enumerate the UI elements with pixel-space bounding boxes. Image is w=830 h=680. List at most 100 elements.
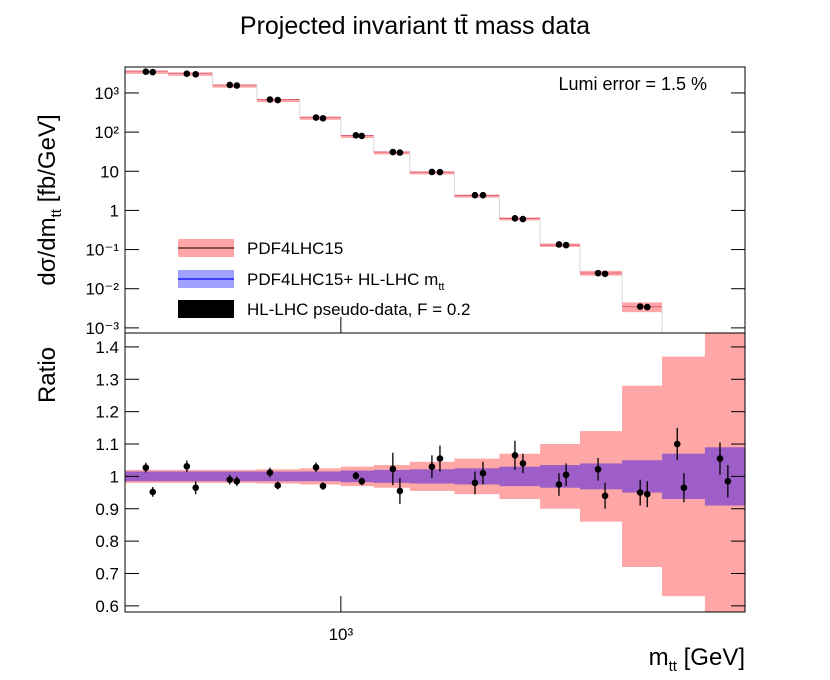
data-point — [266, 96, 274, 103]
y-axis-label-sub: tt — [48, 208, 65, 217]
ratio-point — [319, 482, 327, 490]
y-axis-label: Ratio — [34, 347, 61, 403]
ratio-point — [673, 440, 681, 448]
ratio-band — [580, 463, 623, 490]
legend-label: HL-LHC pseudo-data, F = 0.2 — [247, 300, 470, 319]
top-plot-area — [125, 68, 663, 333]
ratio-point — [636, 489, 644, 496]
y-tick-label: 1 — [110, 467, 119, 486]
ratio-point — [428, 463, 436, 470]
ratio-point — [183, 463, 191, 470]
ratio-point — [274, 482, 282, 489]
ratio-point — [358, 477, 366, 485]
data-point — [479, 191, 487, 199]
ratio-point — [680, 484, 688, 492]
x-axis-label: mtt [GeV] — [649, 644, 745, 675]
data-point — [233, 82, 241, 89]
top-frame — [124, 66, 746, 334]
data-point — [396, 149, 404, 156]
ratio-point — [389, 465, 397, 473]
x-tick-label: 10³ — [329, 625, 354, 644]
x-axis-label-sub: tt — [669, 658, 678, 675]
y-axis-label-main: dσ/dm — [34, 217, 61, 285]
data-point — [511, 214, 519, 222]
uncertainty-band — [167, 72, 213, 76]
y-tick-label: 10³ — [94, 84, 119, 103]
data-point — [471, 191, 479, 199]
ratio-point — [643, 490, 651, 498]
ratio-frame — [124, 332, 746, 613]
ratio-band — [167, 471, 214, 482]
ratio-point — [149, 488, 157, 496]
data-point — [352, 131, 360, 139]
legend-swatch — [178, 300, 234, 318]
ratio-point — [594, 465, 602, 473]
y-tick-label: 0.7 — [95, 564, 119, 583]
ratio-point — [716, 455, 724, 462]
data-point — [562, 241, 570, 249]
ratio-point — [555, 481, 563, 488]
ratio-band — [212, 471, 258, 482]
y-tick-label: 0.9 — [95, 500, 119, 519]
ratio-point — [436, 455, 444, 462]
y-tick-label: 10² — [94, 123, 119, 142]
ratio-band — [256, 471, 301, 482]
ratio-point — [479, 469, 487, 477]
y-tick-label: 0.8 — [95, 532, 119, 551]
y-tick-label: 1.3 — [95, 370, 119, 389]
ratio-band — [540, 465, 581, 488]
y-tick-label: 10 — [100, 162, 119, 181]
ratio-point — [562, 471, 570, 479]
data-point — [274, 96, 282, 104]
legend: PDF4LHC15 PDF4LHC15+ HL-LHC mtt HL-LHC pse… — [178, 239, 470, 319]
data-point — [358, 132, 366, 140]
ratio-point — [352, 472, 360, 480]
ratio-band — [622, 460, 663, 493]
data-point — [601, 270, 609, 278]
data-point — [149, 68, 157, 76]
data-point — [183, 70, 191, 78]
y-tick-label: 1.2 — [95, 403, 119, 422]
data-point — [436, 168, 444, 176]
y-tick-label: 10⁻¹ — [85, 241, 119, 260]
ratio-point — [724, 477, 732, 485]
y-axis-label: dσ/dmtt [fb/GeV] — [34, 114, 65, 285]
legend-label-sub: tt — [438, 281, 444, 293]
ratio-point — [266, 469, 274, 476]
data-point — [594, 269, 602, 277]
ratio-band — [499, 466, 541, 487]
chart-title: Projected invariant tt̄ mass data — [240, 12, 590, 40]
data-point — [226, 81, 234, 89]
legend-label-main: PDF4LHC15+ HL-LHC m — [247, 270, 438, 289]
ratio-point — [142, 464, 150, 471]
ratio-point — [396, 487, 404, 495]
ratio-point — [471, 479, 479, 487]
y-tick-label: 10⁻³ — [85, 319, 119, 338]
y-tick-label: 1.1 — [95, 435, 119, 454]
data-point — [142, 68, 150, 75]
y-axis-label-unit: [fb/GeV] — [34, 114, 61, 209]
y-tick-label: 1.4 — [95, 338, 119, 357]
data-point — [636, 303, 644, 310]
x-axis-label-main: m — [649, 644, 669, 671]
data-point — [519, 215, 527, 223]
ratio-point — [233, 477, 241, 485]
legend-label-main: PDF4LHC15 — [247, 239, 343, 258]
data-point — [312, 114, 320, 121]
y-tick-label: 1 — [110, 201, 119, 220]
data-point — [428, 168, 436, 176]
ratio-point — [511, 452, 519, 459]
ratio-point — [226, 476, 234, 483]
ratio-point — [601, 492, 609, 500]
data-point — [389, 148, 397, 156]
data-point — [555, 241, 563, 248]
ratio-point — [519, 460, 527, 467]
ratio-band — [125, 471, 169, 482]
y-tick-label: 0.6 — [95, 597, 119, 616]
ratio-point — [192, 484, 199, 492]
ratio-band — [454, 468, 500, 485]
annotation: Lumi error = 1.5 % — [558, 74, 707, 94]
y-tick-label: 10⁻² — [85, 280, 119, 299]
